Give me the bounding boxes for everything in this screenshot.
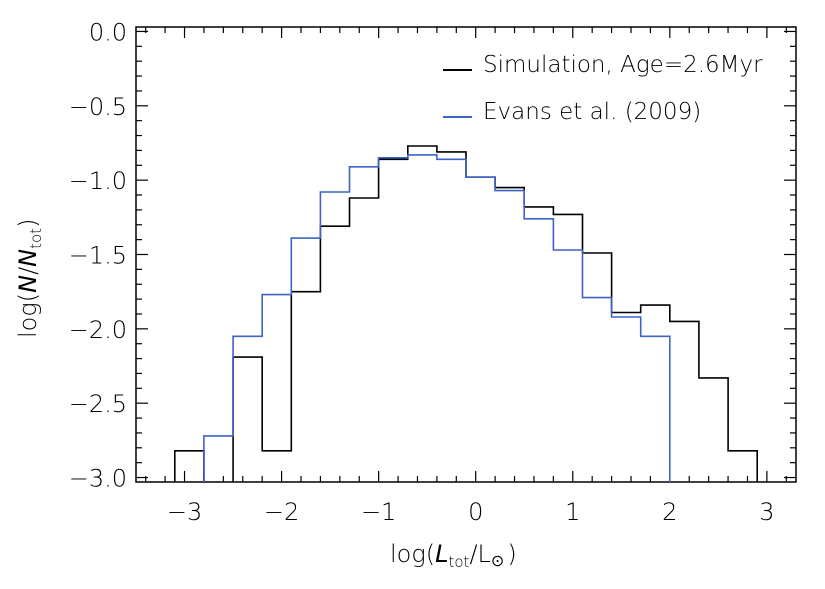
- histogram-step-line: [203, 154, 671, 482]
- x-axis-title: log(Ltot/L⊙): [390, 540, 517, 571]
- y-tick-label: 0.0: [89, 18, 127, 46]
- x-tick-label: 3: [759, 498, 774, 526]
- x-tick-label: −3: [167, 498, 202, 526]
- y-axis-title: log(N/Ntot): [14, 219, 45, 338]
- y-tick-label: −3.0: [69, 465, 127, 493]
- y-tick-label: −2.5: [69, 390, 127, 418]
- legend: Simulation, Age=2.6Myr Evans et al. (200…: [443, 52, 763, 125]
- tick-labels: −3 −2 −1 0 1 2 3 0.0 −0.5 −1.0 −1.5 −2.0 −2.5 −3.0: [69, 18, 775, 526]
- axis-ticks: [136, 27, 796, 482]
- plot-border: [135, 26, 797, 483]
- x-tick-label: −2: [264, 498, 299, 526]
- plot-frame: [135, 26, 797, 483]
- series-evans: [203, 154, 671, 482]
- y-tick-label: −1.5: [69, 242, 127, 270]
- legend-label-simulation: Simulation, Age=2.6Myr: [483, 52, 763, 78]
- legend-label-evans: Evans et al. (2009): [483, 99, 701, 125]
- x-tick-label: 0: [468, 498, 483, 526]
- y-tick-label: −1.0: [69, 167, 127, 195]
- x-tick-label: 2: [662, 498, 677, 526]
- histogram-step-line: [174, 450, 205, 482]
- x-tick-label: 1: [565, 498, 580, 526]
- y-tick-label: −2.0: [69, 316, 127, 344]
- y-tick-label: −0.5: [69, 93, 127, 121]
- x-tick-label: −1: [361, 498, 396, 526]
- series-layer: [174, 145, 758, 482]
- histogram-step-line: [232, 145, 758, 482]
